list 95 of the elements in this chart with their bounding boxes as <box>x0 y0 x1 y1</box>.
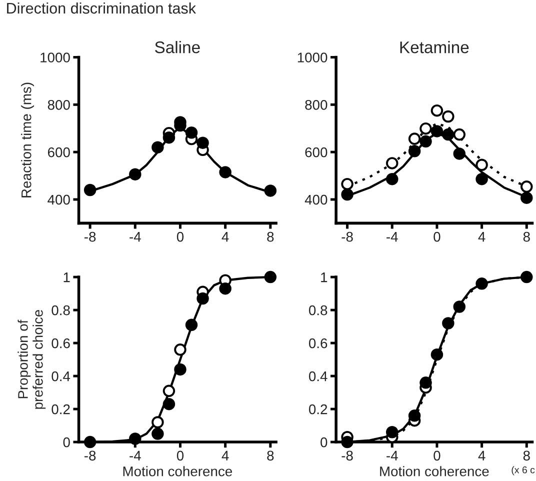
point <box>476 158 488 171</box>
y-tick-label: 400 <box>48 194 70 205</box>
y-tick-label: 0 <box>320 437 328 448</box>
point <box>341 436 354 448</box>
y-tick-label: 0.4 <box>308 371 328 382</box>
y-tick-label: 800 <box>48 100 70 110</box>
y-tick-label: 0.4 <box>52 371 70 382</box>
y-axis-title: Reaction time (ms) <box>21 82 34 198</box>
y-axis-title: Proportion of preferred choice <box>18 310 46 409</box>
text: Direction discrimination task <box>7 2 196 14</box>
point <box>476 172 488 186</box>
point <box>442 128 454 141</box>
point <box>408 132 421 145</box>
point <box>219 282 232 295</box>
y-tick-label: 1000 <box>298 52 328 62</box>
point <box>453 128 466 141</box>
chart-title: Ketamine <box>400 40 469 54</box>
y-tick-label: 600 <box>305 147 328 158</box>
point <box>162 384 176 398</box>
point <box>430 104 444 117</box>
point <box>196 292 209 305</box>
x-tick-label: 8 <box>267 450 274 461</box>
x-tick-label: -4 <box>386 450 398 460</box>
point <box>420 376 432 389</box>
y-tick-label: 1000 <box>40 52 70 62</box>
point <box>420 122 432 135</box>
y-tick-label: 0.8 <box>308 305 328 316</box>
y-tick-label: 0.2 <box>52 404 70 414</box>
x-tick-label: 0 <box>434 232 440 242</box>
x-tick-label: -8 <box>342 450 353 461</box>
point <box>84 436 96 448</box>
point <box>408 410 421 422</box>
x-tick-label: -4 <box>130 232 141 242</box>
point <box>129 432 142 445</box>
point <box>386 426 398 438</box>
point <box>162 398 176 410</box>
point <box>152 416 164 428</box>
x-tick-label: 4 <box>222 232 229 242</box>
point <box>162 131 176 144</box>
y-tick-label: 0.2 <box>308 404 328 414</box>
point <box>196 136 209 149</box>
x-tick-label: -8 <box>84 450 96 461</box>
point <box>386 157 398 170</box>
point <box>264 270 277 284</box>
chart-title: Saline <box>155 40 200 54</box>
x-tick-label: -8 <box>84 232 96 242</box>
point <box>520 270 533 284</box>
y-tick-label: 0.8 <box>52 305 70 316</box>
y-tick-label: 400 <box>304 194 328 205</box>
point <box>453 148 466 160</box>
x-tick-label: 8 <box>523 232 530 242</box>
point <box>520 180 533 193</box>
x-tick-label: 8 <box>267 232 274 242</box>
y-tick-label: 0.6 <box>52 338 70 348</box>
x-tick-label: -4 <box>386 232 398 242</box>
point <box>84 184 96 196</box>
point <box>341 178 354 190</box>
text: (x 6 c <box>512 466 535 476</box>
point <box>386 172 398 186</box>
point <box>174 344 186 356</box>
point <box>174 363 186 376</box>
x-tick-label: 4 <box>222 450 229 460</box>
y-tick-label: 800 <box>305 100 328 110</box>
x-tick-label: 0 <box>434 450 440 461</box>
x-tick-label: -8 <box>342 232 353 242</box>
point <box>185 126 198 139</box>
x-tick-label: 4 <box>478 232 486 242</box>
point <box>430 125 444 138</box>
x-tick-label: 4 <box>478 450 486 460</box>
x-axis-title: Motion coherence <box>123 466 232 476</box>
point <box>341 188 354 201</box>
point <box>420 135 432 148</box>
y-tick-label: 0.6 <box>308 338 328 348</box>
y-tick-label: 1 <box>321 272 328 282</box>
y-tick-label: 0 <box>63 437 70 448</box>
point <box>520 192 533 204</box>
point <box>152 141 164 154</box>
point <box>152 428 164 440</box>
point <box>408 144 421 158</box>
x-tick-label: 0 <box>176 450 184 461</box>
point <box>219 166 232 178</box>
point <box>185 318 198 332</box>
y-tick-label: 600 <box>48 147 70 158</box>
x-axis-title: Motion coherence <box>380 466 489 476</box>
x-tick-label: 8 <box>523 450 530 461</box>
point <box>264 184 277 197</box>
point <box>453 300 466 313</box>
point <box>442 317 454 330</box>
point <box>476 278 488 290</box>
point <box>430 348 444 361</box>
y-tick-label: 1 <box>64 272 70 282</box>
x-tick-label: -4 <box>130 450 141 460</box>
point <box>442 110 454 123</box>
x-tick-label: 0 <box>176 232 184 242</box>
point <box>129 168 142 180</box>
